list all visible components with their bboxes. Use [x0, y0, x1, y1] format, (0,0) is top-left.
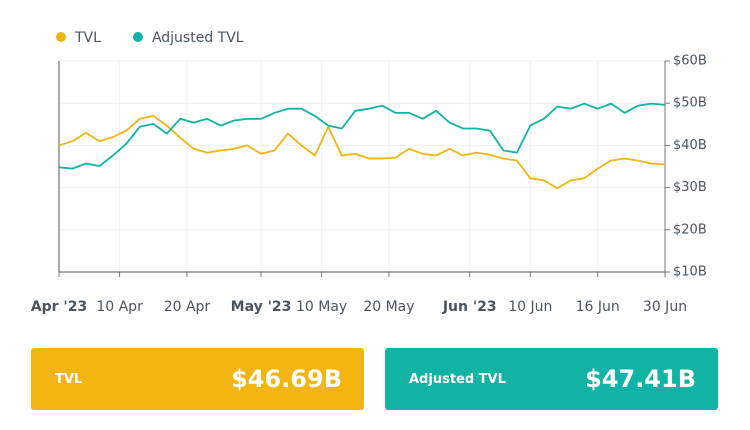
x-tick-label: Apr '23 — [31, 299, 87, 315]
adjusted-tvl-card: Adjusted TVL $47.41B — [385, 348, 718, 410]
y-tick-label: $10B — [673, 265, 707, 280]
x-tick-label: 10 Jun — [508, 299, 552, 315]
y-tick-label: $20B — [673, 222, 707, 237]
legend-marker — [56, 32, 66, 42]
x-tick-label: Jun '23 — [442, 299, 497, 315]
card-value: $47.41B — [585, 365, 696, 393]
chart: $10B $20B $30B $40B $50B $60B Apr '23 10 Apr 20 … — [31, 30, 707, 315]
legend-label: Adjusted TVL — [152, 30, 244, 46]
series-line — [58, 115, 666, 190]
x-tick-label: 16 Jun — [576, 299, 620, 315]
legend-marker — [132, 32, 143, 42]
tvl-card: TVL $46.69B — [31, 348, 364, 410]
card-value: $46.69B — [231, 365, 342, 393]
x-tick-label: 20 Apr — [164, 299, 211, 315]
x-tick-label: 30 Jun — [643, 299, 687, 315]
y-tick-label: $30B — [673, 180, 707, 195]
x-tick-label: 10 Apr — [96, 299, 143, 315]
x-tick-label: 20 May — [363, 299, 414, 315]
x-tick-label: May '23 — [231, 299, 292, 315]
y-tick-label: $40B — [673, 138, 707, 153]
card-label: Adjusted TVL — [409, 371, 506, 387]
x-tick-label: 10 May — [296, 299, 347, 315]
series-line — [58, 102, 666, 170]
y-tick-label: $60B — [673, 54, 707, 69]
legend-label: TVL — [74, 30, 101, 46]
card-label: TVL — [55, 371, 83, 387]
y-tick-label: $50B — [673, 96, 707, 111]
